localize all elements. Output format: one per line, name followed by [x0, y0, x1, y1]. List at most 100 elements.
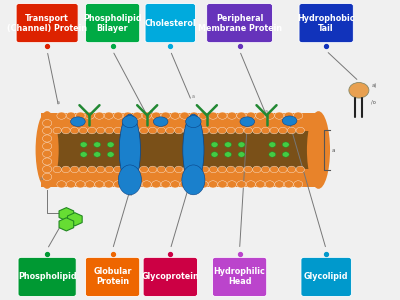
Circle shape	[152, 112, 161, 119]
Circle shape	[218, 112, 227, 119]
Circle shape	[282, 152, 289, 157]
Text: Phospholipid
Bilayer: Phospholipid Bilayer	[83, 14, 142, 33]
Circle shape	[166, 166, 174, 173]
Circle shape	[256, 181, 265, 188]
Circle shape	[199, 112, 208, 119]
Circle shape	[244, 127, 252, 134]
Circle shape	[105, 166, 114, 173]
Circle shape	[166, 127, 174, 134]
FancyBboxPatch shape	[86, 257, 140, 296]
Text: a: a	[128, 192, 131, 197]
Circle shape	[122, 166, 131, 173]
Circle shape	[253, 166, 261, 173]
Circle shape	[42, 127, 52, 134]
Circle shape	[192, 127, 200, 134]
Circle shape	[174, 127, 183, 134]
Circle shape	[265, 181, 274, 188]
FancyBboxPatch shape	[41, 169, 318, 187]
Circle shape	[148, 127, 157, 134]
Ellipse shape	[307, 111, 330, 189]
Text: a: a	[265, 109, 268, 114]
Circle shape	[157, 166, 166, 173]
Polygon shape	[68, 213, 82, 226]
Circle shape	[42, 135, 52, 142]
Ellipse shape	[118, 165, 142, 195]
Circle shape	[114, 181, 123, 188]
Circle shape	[246, 112, 256, 119]
Text: Phospholipid: Phospholipid	[18, 272, 76, 281]
Circle shape	[237, 181, 246, 188]
Circle shape	[218, 127, 226, 134]
Circle shape	[57, 112, 66, 119]
Circle shape	[42, 173, 52, 181]
FancyBboxPatch shape	[301, 257, 351, 296]
Circle shape	[190, 181, 199, 188]
Circle shape	[265, 112, 274, 119]
Circle shape	[261, 127, 270, 134]
FancyBboxPatch shape	[143, 257, 198, 296]
Circle shape	[235, 127, 244, 134]
FancyBboxPatch shape	[145, 4, 196, 43]
FancyBboxPatch shape	[16, 4, 78, 43]
Circle shape	[131, 166, 140, 173]
Ellipse shape	[122, 116, 138, 127]
Circle shape	[95, 112, 104, 119]
Circle shape	[42, 142, 52, 150]
Circle shape	[88, 166, 96, 173]
Circle shape	[192, 166, 200, 173]
Circle shape	[94, 142, 101, 147]
Circle shape	[80, 142, 87, 147]
Circle shape	[57, 181, 66, 188]
Circle shape	[94, 152, 101, 157]
Circle shape	[235, 166, 244, 173]
Circle shape	[209, 166, 218, 173]
Circle shape	[96, 166, 105, 173]
Circle shape	[140, 166, 148, 173]
Circle shape	[104, 112, 114, 119]
Circle shape	[148, 166, 157, 173]
Circle shape	[296, 166, 304, 173]
Circle shape	[199, 181, 208, 188]
Circle shape	[105, 127, 114, 134]
Polygon shape	[59, 218, 74, 231]
Circle shape	[180, 112, 189, 119]
FancyBboxPatch shape	[299, 4, 353, 43]
Circle shape	[157, 127, 166, 134]
Circle shape	[269, 142, 276, 147]
Circle shape	[107, 142, 114, 147]
Circle shape	[287, 166, 296, 173]
Text: a: a	[332, 148, 336, 152]
Circle shape	[80, 152, 87, 157]
Ellipse shape	[153, 117, 168, 126]
Text: Transport
(Channel) Protein: Transport (Channel) Protein	[7, 14, 87, 33]
Circle shape	[200, 166, 209, 173]
Circle shape	[218, 166, 226, 173]
Text: a): a)	[371, 83, 376, 88]
Circle shape	[142, 112, 151, 119]
Circle shape	[183, 127, 192, 134]
Polygon shape	[59, 208, 74, 221]
Circle shape	[256, 112, 265, 119]
Circle shape	[152, 181, 161, 188]
Circle shape	[133, 112, 142, 119]
Circle shape	[161, 112, 170, 119]
Text: a: a	[40, 176, 43, 181]
Circle shape	[211, 142, 218, 147]
Circle shape	[42, 158, 52, 165]
Circle shape	[140, 127, 148, 134]
Circle shape	[246, 181, 256, 188]
Text: /o: /o	[371, 100, 376, 105]
Circle shape	[208, 181, 218, 188]
Circle shape	[190, 112, 199, 119]
Ellipse shape	[240, 117, 254, 126]
Circle shape	[42, 119, 52, 127]
FancyBboxPatch shape	[207, 4, 272, 43]
Circle shape	[66, 181, 76, 188]
FancyBboxPatch shape	[212, 257, 267, 296]
Ellipse shape	[282, 116, 297, 125]
Circle shape	[226, 166, 235, 173]
Circle shape	[275, 112, 284, 119]
Circle shape	[96, 127, 105, 134]
Text: Glycolipid: Glycolipid	[304, 272, 348, 281]
Circle shape	[170, 112, 180, 119]
